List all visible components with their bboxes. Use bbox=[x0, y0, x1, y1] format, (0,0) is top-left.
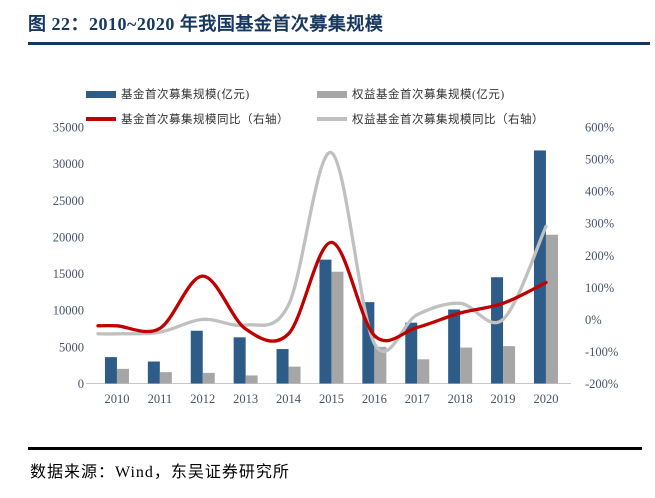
bar-fund-2015 bbox=[319, 259, 332, 384]
bar-fund-2018 bbox=[448, 309, 461, 384]
bar-equity-2011 bbox=[159, 372, 172, 384]
y-right-tick: 0% bbox=[585, 313, 602, 327]
line-fund-yoy bbox=[96, 240, 548, 343]
y-right-tick: 200% bbox=[585, 249, 614, 263]
legend-item-0: 基金首次募集规模(亿元) bbox=[86, 86, 250, 102]
y-right-tick: 500% bbox=[585, 153, 614, 167]
bar-fund-2014 bbox=[276, 349, 289, 384]
y-left-tick: 35000 bbox=[53, 121, 84, 135]
x-axis-label: 2016 bbox=[362, 392, 387, 406]
x-axis-label: 2015 bbox=[319, 392, 344, 406]
bar-equity-2014 bbox=[288, 366, 301, 384]
bar-fund-2012 bbox=[190, 330, 203, 384]
legend-bar-swatch bbox=[317, 90, 347, 98]
x-axis-label: 2017 bbox=[405, 392, 430, 406]
y-right-tick: -100% bbox=[585, 345, 618, 359]
y-left-tick: 10000 bbox=[53, 304, 84, 318]
footer-divider bbox=[28, 447, 642, 450]
legend-item-3: 权益基金首次募集规模同比（右轴） bbox=[317, 111, 544, 127]
bar-fund-2020 bbox=[533, 150, 546, 384]
y-left-tick: 15000 bbox=[53, 267, 84, 281]
bar-equity-2010 bbox=[116, 368, 129, 384]
x-axis-label: 2019 bbox=[491, 392, 516, 406]
y-right-tick: 400% bbox=[585, 185, 614, 199]
legend-label: 基金首次募集规模(亿元) bbox=[121, 89, 250, 101]
bar-equity-2015 bbox=[331, 271, 344, 384]
bar-equity-2017 bbox=[417, 359, 430, 384]
legend-label: 权益基金首次募集规模(亿元) bbox=[352, 89, 505, 101]
y-left-tick: 25000 bbox=[53, 194, 84, 208]
y-left-tick: 20000 bbox=[53, 230, 84, 244]
x-axis-label: 2014 bbox=[276, 392, 302, 406]
y-left-tick: 5000 bbox=[59, 340, 84, 354]
bar-equity-2013 bbox=[245, 375, 258, 384]
bar-equity-2016 bbox=[374, 346, 387, 384]
data-source: 数据来源：Wind，东吴证券研究所 bbox=[30, 464, 290, 481]
y-left-tick: 30000 bbox=[53, 157, 84, 171]
legend-label: 权益基金首次募集规模同比（右轴） bbox=[352, 114, 544, 126]
bar-equity-2020 bbox=[545, 234, 558, 384]
chart-legend: 基金首次募集规模(亿元) 权益基金首次募集规模(亿元) 基金首次募集规模同比（右轴）… bbox=[0, 0, 655, 130]
legend-label: 基金首次募集规模同比（右轴） bbox=[121, 114, 289, 126]
legend-line-swatch bbox=[86, 117, 116, 121]
y-right-tick: -200% bbox=[585, 377, 618, 391]
y-right-tick: 100% bbox=[585, 281, 614, 295]
x-axis-label: 2013 bbox=[233, 392, 258, 406]
legend-item-2: 基金首次募集规模同比（右轴） bbox=[86, 111, 289, 127]
x-axis-label: 2010 bbox=[104, 392, 129, 406]
y-right-tick: 600% bbox=[585, 121, 614, 135]
bar-fund-2010 bbox=[104, 357, 117, 384]
title-divider bbox=[28, 42, 650, 45]
figure-title: 图 22：2010~2020 年我国基金首次募集规模 bbox=[28, 14, 384, 34]
line-equity-yoy bbox=[96, 151, 548, 354]
bar-equity-2018 bbox=[460, 347, 473, 384]
bar-equity-2012 bbox=[202, 372, 215, 384]
bar-equity-2019 bbox=[503, 346, 516, 384]
x-axis-label: 2018 bbox=[448, 392, 473, 406]
x-axis-label: 2012 bbox=[190, 392, 215, 406]
y-right-tick: 300% bbox=[585, 217, 614, 231]
bar-fund-2011 bbox=[147, 361, 160, 384]
x-axis-label: 2020 bbox=[533, 392, 558, 406]
legend-line-swatch bbox=[317, 117, 347, 121]
bar-fund-2017 bbox=[405, 322, 418, 384]
legend-item-1: 权益基金首次募集规模(亿元) bbox=[317, 86, 505, 102]
x-axis-label: 2011 bbox=[148, 392, 173, 406]
bar-fund-2019 bbox=[491, 277, 504, 384]
bar-fund-2013 bbox=[233, 337, 246, 384]
y-left-tick: 0 bbox=[78, 377, 84, 391]
legend-bar-swatch bbox=[86, 90, 116, 98]
